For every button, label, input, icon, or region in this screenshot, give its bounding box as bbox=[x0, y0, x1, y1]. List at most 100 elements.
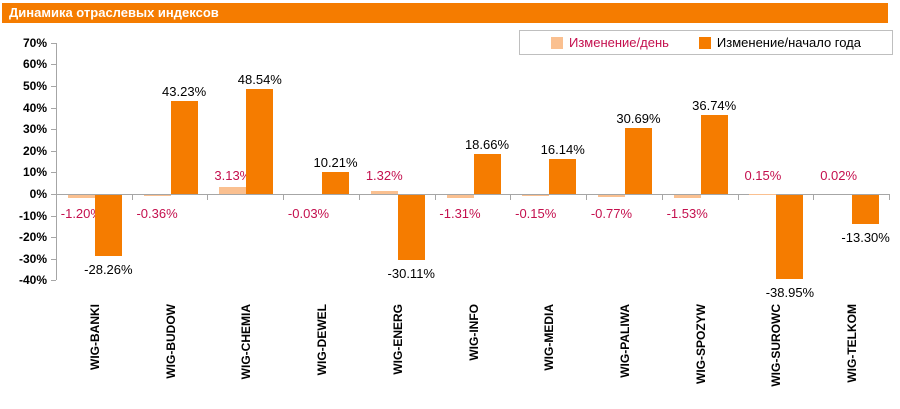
chart-title-bar: Динамика отраслевых индексов bbox=[2, 3, 888, 23]
category-label: WIG-DEWEL bbox=[315, 304, 330, 376]
bar-day-change bbox=[143, 195, 171, 196]
y-axis-tick-label: -20% bbox=[18, 230, 47, 245]
ytd-change-value-label: 18.66% bbox=[464, 136, 510, 152]
bar-day-change bbox=[67, 195, 95, 198]
category-label: WIG-SUROWC bbox=[769, 304, 784, 387]
legend-entry-ytd: Изменение/начало года bbox=[698, 35, 862, 50]
zero-gridline bbox=[56, 194, 890, 195]
bar-ytd-change bbox=[776, 195, 804, 280]
bar-ytd-change bbox=[700, 114, 728, 194]
bar-ytd-change bbox=[397, 195, 425, 261]
y-axis-tick-label: 20% bbox=[22, 143, 47, 158]
bar-day-change bbox=[597, 195, 625, 197]
y-axis-tick-label: 10% bbox=[22, 165, 47, 180]
bar-ytd-change bbox=[322, 171, 350, 194]
day-change-value-label: -0.03% bbox=[287, 205, 330, 221]
bar-day-change bbox=[446, 195, 474, 198]
ytd-change-value-label: 48.54% bbox=[237, 72, 282, 88]
y-axis-tick-label: -40% bbox=[18, 273, 47, 288]
y-axis-tick bbox=[51, 194, 56, 195]
category-axis-tick bbox=[207, 195, 209, 200]
bar-ytd-change bbox=[549, 159, 577, 194]
day-change-value-label: -1.53% bbox=[666, 206, 708, 222]
bar-ytd-change bbox=[170, 100, 198, 194]
bar-ytd-change bbox=[246, 89, 274, 194]
y-axis-tick-label: 0% bbox=[29, 187, 47, 201]
y-axis-tick-label: 50% bbox=[22, 79, 47, 93]
day-change-value-label: 0.02% bbox=[820, 168, 858, 184]
bar-ytd-change bbox=[852, 195, 880, 224]
y-axis-tick bbox=[51, 107, 56, 109]
category-axis-tick bbox=[131, 195, 133, 200]
category-axis-tick bbox=[510, 195, 512, 200]
bar-ytd-change bbox=[624, 127, 652, 194]
y-axis-tick-label: 30% bbox=[22, 122, 47, 137]
ytd-change-value-label: -28.26% bbox=[84, 262, 133, 278]
category-label: WIG-SPOZYW bbox=[693, 304, 708, 384]
ytd-change-value-label: -13.30% bbox=[841, 229, 890, 245]
category-label: WIG-ENERG bbox=[390, 304, 405, 375]
chart-title: Динамика отраслевых индексов bbox=[9, 5, 219, 20]
category-label: WIG-CHEMIA bbox=[239, 304, 254, 380]
day-change-value-label: 1.32% bbox=[365, 168, 403, 184]
day-change-value-label: 0.15% bbox=[744, 168, 782, 184]
legend-swatch-day bbox=[550, 36, 563, 49]
y-axis-tick bbox=[51, 42, 56, 44]
category-axis-tick bbox=[661, 195, 663, 200]
y-axis-tick-label: 70% bbox=[22, 35, 47, 50]
y-axis-tick bbox=[51, 86, 56, 87]
day-change-value-label: -0.77% bbox=[590, 205, 633, 221]
category-axis-tick bbox=[586, 195, 588, 200]
y-axis-tick-label: -30% bbox=[18, 251, 47, 266]
category-label: WIG-BANKI bbox=[87, 304, 102, 370]
y-axis-tick bbox=[51, 150, 56, 152]
bar-day-change bbox=[673, 195, 701, 199]
y-axis-tick bbox=[51, 215, 56, 217]
y-axis-line bbox=[56, 43, 57, 280]
day-change-value-label: -0.36% bbox=[136, 205, 178, 221]
y-axis-tick-label: -10% bbox=[18, 208, 47, 223]
y-axis-tick bbox=[51, 64, 56, 66]
category-label: WIG-BUDOW bbox=[163, 304, 178, 379]
y-axis-tick-label: 60% bbox=[22, 57, 47, 72]
y-axis-tick-label: 40% bbox=[22, 100, 47, 115]
legend-swatch-ytd bbox=[698, 36, 711, 49]
bar-day-change bbox=[370, 191, 398, 194]
y-axis-tick bbox=[51, 237, 56, 239]
bar-ytd-change bbox=[473, 153, 501, 194]
ytd-change-value-label: 10.21% bbox=[313, 154, 358, 170]
ytd-change-value-label: 16.14% bbox=[540, 142, 585, 158]
y-axis-tick bbox=[51, 258, 56, 260]
bar-ytd-change bbox=[94, 195, 122, 257]
y-axis-tick bbox=[51, 280, 56, 282]
category-axis-tick bbox=[358, 195, 360, 200]
category-axis-tick bbox=[813, 195, 815, 200]
legend-label-ytd: Изменение/начало года bbox=[716, 35, 862, 50]
category-axis-tick bbox=[737, 195, 739, 200]
category-label: WIG-MEDIA bbox=[542, 304, 557, 371]
ytd-change-value-label: 43.23% bbox=[162, 83, 207, 99]
legend-entry-day: Изменение/день bbox=[550, 35, 669, 50]
category-axis-tick bbox=[434, 195, 436, 200]
category-axis-tick bbox=[283, 195, 285, 200]
plot-area: 70% 60% 50% 40% 30% 20% 10% 0% -10% -20% -30% -40% -… bbox=[19, 36, 890, 300]
category-label: WIG-TELKOM bbox=[845, 304, 860, 383]
category-label: WIG-PALIWA bbox=[617, 304, 632, 378]
day-change-value-label: -0.15% bbox=[515, 205, 557, 221]
y-axis-tick bbox=[51, 129, 56, 131]
day-change-value-label: 3.13% bbox=[214, 168, 252, 184]
ytd-change-value-label: 36.74% bbox=[692, 97, 737, 113]
ytd-change-value-label: 30.69% bbox=[616, 110, 661, 126]
day-change-value-label: -1.31% bbox=[439, 205, 481, 221]
y-axis-tick bbox=[51, 172, 56, 174]
category-axis-labels: WIG-BANKI WIG-BUDOW WIG-CHEMIA WIG-DEWEL WIG… bbox=[57, 304, 890, 404]
legend-label-day: Изменение/день bbox=[568, 35, 669, 50]
ytd-change-value-label: -30.11% bbox=[387, 266, 435, 282]
bar-day-change bbox=[219, 187, 247, 194]
chart-legend: Изменение/день Изменение/начало года bbox=[519, 30, 893, 55]
category-label: WIG-INFO bbox=[466, 304, 481, 361]
ytd-change-value-label: -38.95% bbox=[765, 285, 815, 301]
category-axis-tick bbox=[889, 195, 890, 200]
day-change-value-label: -1.20% bbox=[60, 205, 102, 221]
